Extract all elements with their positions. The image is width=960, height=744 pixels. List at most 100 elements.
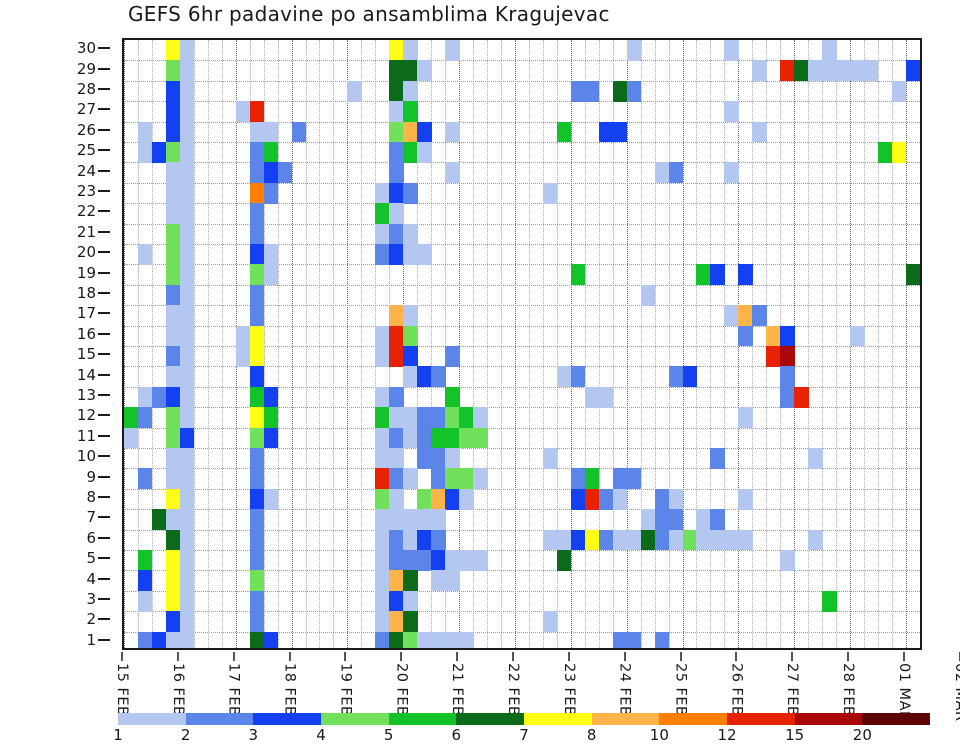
heatmap-cell bbox=[417, 366, 432, 388]
heatmap-cell bbox=[249, 509, 265, 531]
heatmap-cell bbox=[766, 325, 781, 347]
heatmap-cell bbox=[151, 509, 167, 531]
heatmap-cell bbox=[738, 407, 753, 429]
heatmap-cell bbox=[165, 468, 181, 490]
heatmap-cell bbox=[403, 80, 418, 102]
heatmap-cell bbox=[235, 325, 251, 347]
heatmap-cell bbox=[137, 590, 153, 612]
heatmap-cell bbox=[375, 448, 390, 469]
grid-line-vertical bbox=[919, 40, 920, 648]
heatmap-cell bbox=[738, 325, 753, 347]
heatmap-cell bbox=[249, 284, 265, 306]
heatmap-cell bbox=[263, 182, 279, 204]
legend-tick-label: 15 bbox=[785, 726, 805, 744]
heatmap-cell bbox=[179, 305, 195, 327]
heatmap-cell bbox=[403, 223, 418, 245]
heatmap-cell bbox=[165, 162, 181, 184]
legend-tick-label: 20 bbox=[852, 726, 872, 744]
x-tick-mark bbox=[958, 652, 960, 661]
heatmap-cell bbox=[724, 101, 739, 123]
grid-line-vertical bbox=[864, 40, 866, 648]
heatmap-cell bbox=[403, 40, 418, 61]
heatmap-cell bbox=[249, 264, 265, 286]
grid-line-horizontal bbox=[124, 142, 920, 144]
heatmap-cell bbox=[165, 80, 181, 102]
heatmap-cell bbox=[165, 427, 181, 449]
y-tick-label: 7 bbox=[86, 508, 96, 527]
heatmap-cell bbox=[445, 121, 460, 143]
heatmap-cell bbox=[151, 631, 167, 648]
grid-line-horizontal bbox=[124, 550, 920, 552]
x-tick-label: 24 FEB bbox=[616, 663, 633, 717]
grid-line-vertical bbox=[570, 40, 573, 648]
x-tick-mark bbox=[847, 652, 850, 661]
heatmap-cell bbox=[696, 529, 711, 551]
legend-swatch bbox=[456, 713, 525, 725]
heatmap-cell bbox=[612, 631, 628, 648]
heatmap-cell bbox=[249, 407, 265, 429]
grid-line-vertical bbox=[305, 40, 308, 648]
grid-line-horizontal bbox=[124, 427, 920, 430]
heatmap-cell bbox=[179, 550, 195, 571]
grid-line-vertical bbox=[417, 40, 419, 648]
heatmap-cell bbox=[542, 182, 558, 204]
grid-line-vertical bbox=[556, 40, 559, 648]
grid-line-vertical bbox=[124, 40, 126, 648]
grid-line-horizontal bbox=[124, 223, 920, 226]
heatmap-cell bbox=[850, 60, 865, 82]
heatmap-cell bbox=[431, 509, 446, 531]
heatmap-cell bbox=[640, 509, 656, 531]
heatmap-cell bbox=[249, 550, 265, 571]
heatmap-cell bbox=[459, 550, 474, 571]
heatmap-cell bbox=[808, 448, 823, 469]
x-tick-mark bbox=[456, 652, 459, 661]
y-tick-label: 9 bbox=[86, 467, 96, 486]
heatmap-cell bbox=[249, 570, 265, 592]
y-tick-mark bbox=[98, 210, 110, 213]
legend-swatch bbox=[388, 713, 457, 725]
x-tick-label: 27 FEB bbox=[784, 663, 801, 717]
heatmap-cell bbox=[445, 550, 460, 571]
grid-line-horizontal bbox=[124, 509, 920, 511]
heatmap-cell bbox=[249, 223, 265, 245]
heatmap-cell bbox=[403, 325, 418, 347]
grid-line-vertical bbox=[445, 40, 447, 648]
heatmap-cell bbox=[403, 101, 418, 123]
heatmap-cell bbox=[570, 366, 586, 388]
heatmap-cell bbox=[165, 325, 181, 347]
y-tick-label: 16 bbox=[76, 324, 96, 343]
y-tick-label: 21 bbox=[76, 222, 96, 241]
y-tick-mark bbox=[98, 190, 110, 192]
heatmap-cell bbox=[137, 407, 153, 429]
heatmap-cell bbox=[431, 631, 446, 648]
heatmap-cell bbox=[249, 468, 265, 490]
grid-line-vertical bbox=[542, 40, 545, 648]
heatmap-cell bbox=[584, 468, 600, 490]
heatmap-cell bbox=[445, 448, 460, 469]
heatmap-cell bbox=[389, 427, 404, 449]
heatmap-cell bbox=[263, 488, 279, 510]
heatmap-cell bbox=[389, 407, 404, 429]
x-tick-label: 19 FEB bbox=[337, 663, 354, 717]
heatmap-cell bbox=[179, 509, 195, 531]
legend-swatch bbox=[794, 713, 863, 725]
grid-line-horizontal bbox=[124, 121, 920, 124]
grid-line-vertical bbox=[221, 40, 224, 648]
y-tick-label: 12 bbox=[76, 406, 96, 425]
x-tick-label: 20 FEB bbox=[393, 663, 410, 717]
heatmap-cell bbox=[724, 529, 739, 551]
heatmap-cell bbox=[291, 121, 306, 143]
y-tick-label: 20 bbox=[76, 243, 96, 262]
heatmap-cell bbox=[249, 346, 265, 367]
heatmap-cell bbox=[473, 427, 488, 449]
heatmap-cell bbox=[640, 529, 656, 551]
heatmap-cell bbox=[165, 101, 181, 123]
heatmap-cell bbox=[877, 142, 893, 163]
heatmap-cell bbox=[179, 40, 195, 61]
grid-line-horizontal bbox=[124, 366, 920, 368]
y-tick-mark bbox=[98, 373, 110, 376]
heatmap-cell bbox=[165, 570, 181, 592]
grid-line-horizontal bbox=[124, 60, 920, 62]
grid-line-vertical bbox=[137, 40, 140, 648]
x-tick-label: 21 FEB bbox=[449, 663, 466, 717]
